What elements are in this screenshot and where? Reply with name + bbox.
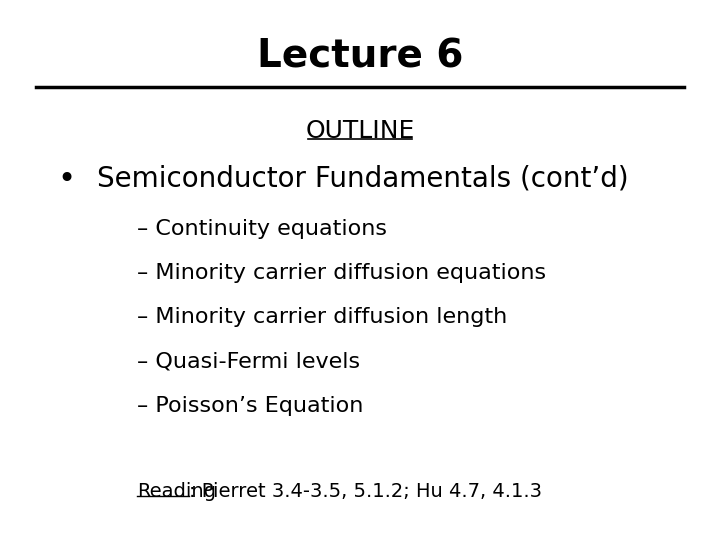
Text: Reading: Reading — [137, 482, 216, 501]
Text: – Continuity equations: – Continuity equations — [137, 219, 387, 239]
Text: – Poisson’s Equation: – Poisson’s Equation — [137, 396, 363, 416]
Text: – Quasi-Fermi levels: – Quasi-Fermi levels — [137, 352, 360, 372]
Text: – Minority carrier diffusion equations: – Minority carrier diffusion equations — [137, 263, 546, 283]
Text: : Pierret 3.4-3.5, 5.1.2; Hu 4.7, 4.1.3: : Pierret 3.4-3.5, 5.1.2; Hu 4.7, 4.1.3 — [189, 482, 542, 501]
Text: Semiconductor Fundamentals (cont’d): Semiconductor Fundamentals (cont’d) — [97, 165, 629, 193]
Text: Lecture 6: Lecture 6 — [257, 38, 463, 76]
Text: •: • — [58, 165, 76, 194]
Text: – Minority carrier diffusion length: – Minority carrier diffusion length — [137, 307, 507, 327]
Text: OUTLINE: OUTLINE — [305, 119, 415, 143]
